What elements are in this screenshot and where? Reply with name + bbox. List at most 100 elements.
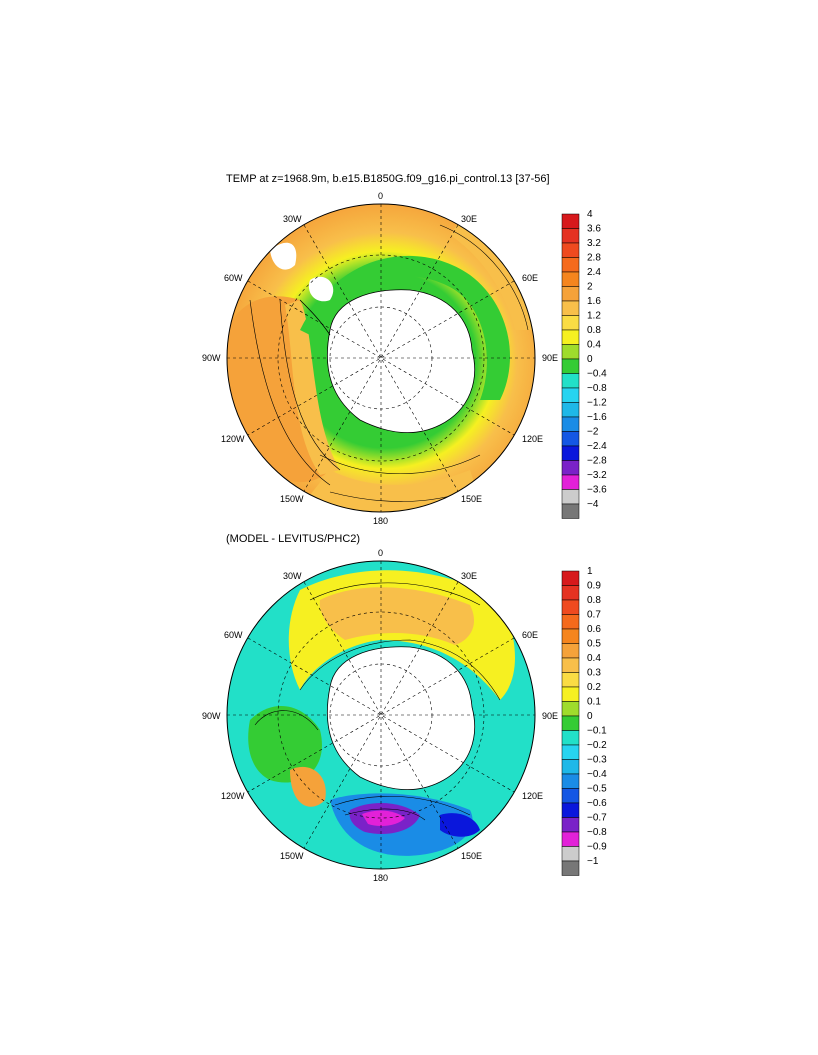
p2-colorbar-label: 0.5 (587, 639, 601, 650)
p1-colorbar-swatch (561, 373, 580, 389)
p2-lon-90w: 90W (202, 711, 221, 721)
p2-lon-30e: 30E (461, 571, 478, 581)
p1-colorbar-label: 2.8 (587, 253, 601, 264)
p1-colorbar-swatch (561, 213, 580, 229)
p1-lon-150w: 150W (280, 494, 304, 504)
p2-map-border (226, 560, 536, 870)
p1-colorbar-swatch (561, 402, 580, 418)
p1-lon-120w: 120W (221, 434, 245, 444)
p2-colorbar-label: −0.9 (587, 842, 607, 853)
p2-colorbar-swatch (561, 730, 580, 746)
p1-colorbar-swatch (561, 242, 580, 258)
panel2-map (227, 561, 535, 869)
p1-colorbar-label: −2.4 (587, 441, 607, 452)
p1-lon-60w: 60W (224, 273, 243, 283)
p2-colorbar-label: −1 (587, 856, 599, 867)
p1-lon-30e: 30E (461, 214, 478, 224)
p1-contours (249, 224, 529, 502)
p1-band-west (285, 300, 340, 475)
p2-warm-spot (290, 766, 326, 807)
p2-colorbar-swatch (561, 744, 580, 760)
p1-green-ring (300, 255, 510, 400)
p1-lon-90w: 90W (202, 353, 221, 363)
p2-colorbar-label: 0.9 (587, 581, 601, 592)
p1-colorbar-label: 0.8 (587, 325, 601, 336)
p1-antarctica (326, 289, 476, 433)
p2-lon-30w: 30W (283, 571, 302, 581)
p2-colorbar-label: 0.3 (587, 668, 601, 679)
p1-colorbar-label: −3.2 (587, 470, 607, 481)
p1-colorbar-swatch (561, 387, 580, 403)
p2-lon-180: 180 (373, 873, 389, 883)
p1-colorbar-swatch (561, 257, 580, 273)
p2-lon-120w: 120W (221, 791, 245, 801)
p2-colorbar-swatch (561, 701, 580, 717)
p2-colorbar-label: −0.6 (587, 798, 607, 809)
p2-colorbar-label: 1 (587, 566, 593, 577)
p2-colorbar-swatch (561, 773, 580, 789)
p2-colorbar-label: −0.2 (587, 740, 607, 751)
p1-colorbar-swatch (561, 228, 580, 244)
p2-lon-0: 0 (378, 548, 384, 558)
p2-colorbar-label: 0 (587, 711, 593, 722)
p2-positive-core (319, 587, 475, 645)
p1-lon-60e: 60E (522, 273, 539, 283)
p2-colorbar-label: −0.1 (587, 726, 607, 737)
p2-colorbar-swatch (561, 672, 580, 688)
panel1-colorbar: 4 3.6 3.2 2.8 2.4 2 1.6 1.2 0.8 0.4 0 −0.4 −0.8 −1.2 −… (561, 209, 607, 519)
p2-colorbar-label: 0.2 (587, 682, 601, 693)
p2-colorbar-label: 0.8 (587, 595, 601, 606)
p1-colorbar-label: 3.6 (587, 224, 601, 235)
p1-colorbar-label: 1.6 (587, 296, 601, 307)
p2-colorbar-label: −0.7 (587, 813, 607, 824)
p1-colorbar-swatch (561, 300, 580, 316)
p1-colorbar-swatch (561, 329, 580, 345)
p2-colorbar-label: 0.4 (587, 653, 601, 664)
p1-map-border (226, 203, 536, 513)
p1-colorbar-label: 4 (587, 209, 593, 220)
p2-colorbar-swatch (561, 657, 580, 673)
p2-colorbar-swatch (561, 686, 580, 702)
p1-colorbar-swatch (561, 358, 580, 374)
p1-lon-150e: 150E (461, 494, 483, 504)
p1-missing-patch (270, 242, 297, 270)
p1-missing-patch-2 (308, 276, 334, 302)
p1-lon-180: 180 (373, 516, 389, 526)
p1-graticule (227, 204, 535, 512)
p1-colorbar-swatch (561, 271, 580, 287)
p2-colorbar-label: 0.7 (587, 610, 601, 621)
p1-colorbar-label: 2 (587, 282, 593, 293)
p2-colorbar-swatch (561, 860, 580, 876)
p2-cold-spot-east (440, 813, 480, 837)
p2-lon-60e: 60E (522, 630, 539, 640)
p1-colorbar-label: 2.4 (587, 267, 601, 278)
p1-colorbar-swatch (561, 445, 580, 461)
p2-colorbar-label: 0.1 (587, 697, 601, 708)
p1-colorbar-swatch (561, 489, 580, 505)
p2-colorbar-swatch (561, 846, 580, 862)
p1-colorbar-swatch (561, 431, 580, 447)
p2-colorbar-swatch (561, 599, 580, 615)
p1-colorbar-label: −1.6 (587, 412, 607, 423)
p2-colorbar-swatch (561, 585, 580, 601)
p1-colorbar-label: −0.8 (587, 383, 607, 394)
p2-colorbar-label: 0.6 (587, 624, 601, 635)
p1-colorbar-swatch (561, 416, 580, 432)
panel1-map (227, 204, 535, 512)
p1-peninsula (299, 299, 331, 336)
p1-colorbar-swatch (561, 474, 580, 490)
p2-colorbar-swatch (561, 788, 580, 804)
p1-colorbar-label: −0.4 (587, 369, 607, 380)
p1-colorbar-label: −1.2 (587, 398, 607, 409)
panel2-title: (MODEL - LEVITUS/PHC2) (226, 533, 361, 545)
p1-colorbar-label: 0.4 (587, 340, 601, 351)
p1-colorbar-label: 3.2 (587, 238, 601, 249)
p2-colorbar-swatch (561, 628, 580, 644)
p2-contours (254, 582, 501, 821)
p1-colorbar-label: 0 (587, 354, 593, 365)
p1-lon-90e: 90E (542, 353, 559, 363)
p1-band-east (450, 220, 535, 330)
p2-colorbar-swatch (561, 715, 580, 731)
p2-colorbar-label: −0.3 (587, 755, 607, 766)
p2-colorbar-swatch (561, 570, 580, 586)
